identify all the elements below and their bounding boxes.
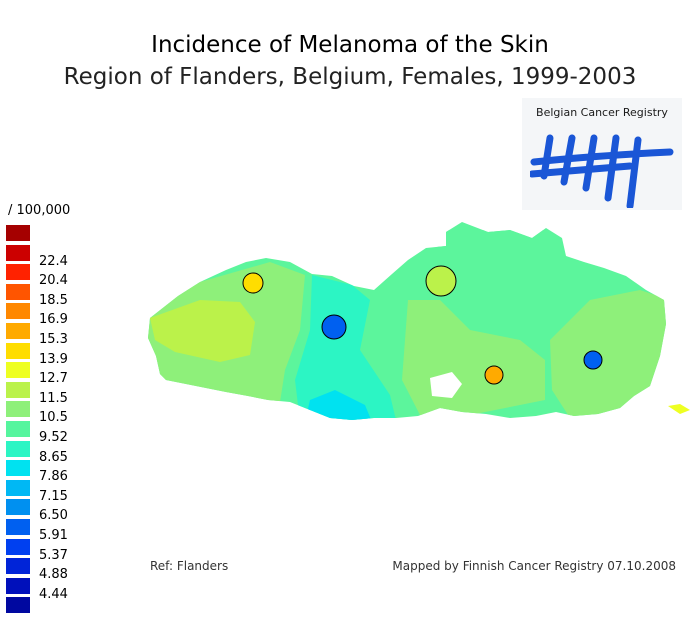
map-regions: [148, 222, 666, 420]
reference-note: Ref: Flanders: [150, 559, 229, 573]
map-islet: [668, 404, 690, 414]
legend-item: 5.37: [6, 538, 96, 563]
legend-item: 22.4: [6, 244, 96, 269]
legend-label: 4.44: [39, 586, 68, 602]
marker-central: [321, 314, 347, 340]
legend-item: 20.4: [6, 264, 96, 288]
legend-swatch: [6, 381, 30, 398]
legend-label: 8.65: [39, 449, 68, 465]
legend-item: [6, 225, 96, 245]
legend-label: 4.88: [39, 567, 68, 583]
legend-label: 7.15: [39, 488, 68, 504]
legend-item: 5.91: [6, 519, 96, 543]
legend-item: 15.3: [6, 323, 96, 347]
legend-swatch: [6, 303, 30, 320]
map-enclave: [430, 372, 462, 398]
marker-east: [583, 350, 603, 370]
marker-south: [484, 365, 504, 385]
legend-swatch: [6, 538, 30, 555]
legend-swatch: [6, 225, 30, 241]
legend-label: 5.91: [39, 528, 68, 543]
legend-label: 11.5: [39, 390, 68, 406]
legend-label: 15.3: [39, 332, 68, 347]
legend-swatch: [6, 499, 30, 516]
legend-swatch: [6, 323, 30, 339]
legend-item: [6, 597, 96, 617]
legend-swatch: [6, 440, 30, 457]
legend-item: 4.88: [6, 558, 96, 582]
legend-swatch: [6, 460, 30, 477]
legend-label: 13.9: [39, 351, 68, 367]
legend-item: 11.5: [6, 381, 96, 406]
legend-swatch: [6, 244, 30, 261]
belgian-cancer-registry-logo: Belgian Cancer Registry: [522, 98, 682, 210]
region-north-east: [430, 230, 545, 345]
marker-west: [242, 272, 264, 294]
legend-label: 6.50: [39, 508, 68, 524]
legend-unit: / 100,000: [8, 203, 71, 218]
legend-label: 9.52: [39, 430, 68, 445]
coast-highlight: [160, 312, 176, 326]
region-east: [550, 290, 666, 418]
region-central: [295, 275, 396, 420]
legend-item: 8.65: [6, 440, 96, 465]
map-title: Incidence of Melanoma of the Skin: [151, 32, 549, 58]
legend-item: 12.7: [6, 362, 96, 386]
legend-item: 6.50: [6, 499, 96, 523]
legend-label: 5.37: [39, 547, 68, 563]
map-subtitle: Region of Flanders, Belgium, Females, 19…: [63, 64, 637, 90]
legend-item: 4.44: [6, 577, 96, 602]
legend-item: 13.9: [6, 342, 96, 367]
tally-marks-logo-icon: [530, 134, 674, 208]
legend-item: 7.86: [6, 460, 96, 484]
region-central-low: [305, 390, 372, 420]
legend-swatch: [6, 362, 30, 379]
mapped-by-note: Mapped by Finnish Cancer Registry 07.10.…: [392, 559, 676, 573]
legend-swatch: [6, 342, 30, 359]
legend-item: 16.9: [6, 303, 96, 327]
legend-swatch: [6, 479, 30, 496]
legend-swatch: [6, 283, 30, 300]
legend-label: 18.5: [39, 292, 68, 308]
legend-label: 16.9: [39, 312, 68, 328]
legend-label: 7.86: [39, 469, 68, 485]
legend-swatch: [6, 264, 30, 281]
legend-item: 10.5: [6, 401, 96, 425]
legend-swatch: [6, 401, 30, 418]
marker-north: [425, 265, 457, 297]
legend-item: 7.15: [6, 479, 96, 504]
legend-label: 10.5: [39, 410, 68, 426]
legend-swatch: [6, 577, 30, 594]
legend-swatch: [6, 558, 30, 575]
legend-label: 20.4: [39, 273, 68, 289]
logo-text: Belgian Cancer Registry: [536, 106, 668, 119]
legend-item: 18.5: [6, 283, 96, 308]
region-west-core: [150, 300, 255, 362]
legend-label: 12.7: [39, 371, 68, 387]
legend-swatch: [6, 519, 30, 535]
legend-swatch: [6, 421, 30, 437]
legend-item: 9.52: [6, 421, 96, 445]
flanders-map: [148, 222, 690, 420]
legend-label: 22.4: [39, 253, 68, 269]
